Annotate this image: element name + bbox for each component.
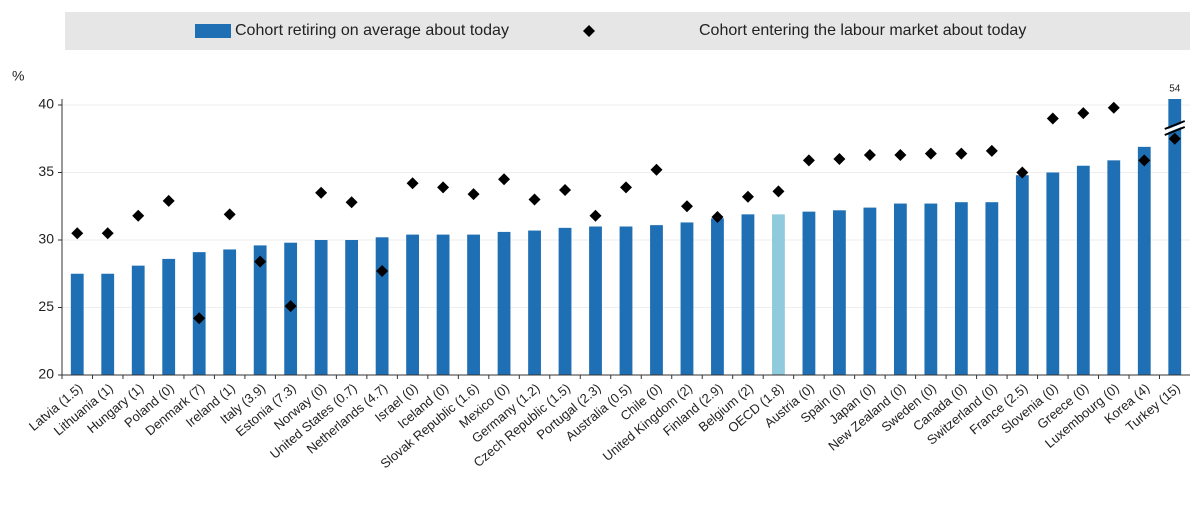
bar (680, 222, 694, 375)
diamond-marker (802, 154, 815, 167)
y-tick-label: 40 (38, 96, 54, 112)
diamond-marker (833, 153, 846, 165)
bar (223, 249, 237, 375)
diamond-marker (193, 312, 206, 325)
diamond-marker (863, 148, 876, 161)
diamond-marker (345, 196, 358, 209)
diamond-marker (437, 181, 450, 194)
y-tick-label: 30 (38, 231, 54, 247)
diamond-marker (315, 186, 328, 199)
diamond-marker (71, 227, 84, 240)
bar (619, 226, 633, 375)
diamond-marker (1077, 107, 1090, 120)
diamond-marker (741, 190, 754, 203)
bar (253, 245, 267, 375)
y-tick-label: 25 (38, 298, 54, 314)
plot-area (70, 99, 1182, 375)
legend-label: Cohort retiring on average about today (235, 22, 509, 39)
diamond-marker (528, 193, 541, 206)
diamond-marker (406, 177, 419, 190)
bar (1076, 165, 1090, 375)
diamond-marker (132, 209, 145, 222)
bar (954, 202, 968, 375)
bar (589, 226, 602, 375)
bar (1168, 99, 1182, 375)
bar (558, 227, 572, 375)
bar (314, 240, 328, 375)
diamond-marker (162, 194, 175, 207)
diamond-marker (1046, 112, 1059, 125)
diamond-marker (223, 208, 236, 221)
bar (1107, 160, 1121, 375)
bar (375, 237, 389, 375)
diamond-marker (467, 188, 480, 201)
bar (1137, 146, 1151, 375)
bar (70, 273, 84, 375)
diamond-marker (376, 265, 389, 278)
diamond-marker (680, 200, 693, 213)
diamond-marker (650, 163, 663, 176)
legend-swatch (583, 25, 595, 37)
value-label: 54 (1169, 84, 1181, 95)
diamond-marker (101, 227, 114, 240)
bar (893, 203, 907, 375)
y-axis-label: % (12, 68, 24, 84)
bar (772, 214, 785, 375)
bar (985, 202, 999, 375)
legend-background (65, 12, 1190, 50)
bar (436, 234, 450, 375)
bar (528, 230, 541, 375)
bar (833, 210, 846, 375)
y-tick-label: 20 (38, 366, 54, 382)
diamond-marker (1016, 166, 1029, 179)
y-tick-label: 35 (38, 163, 54, 179)
bar (650, 225, 663, 375)
diamond-marker (559, 184, 572, 197)
bar (1046, 172, 1060, 375)
diamond-marker (772, 185, 785, 198)
bar (711, 218, 724, 375)
bar (497, 231, 511, 375)
diamond-marker (924, 147, 937, 160)
axis-break (1164, 120, 1186, 136)
diamond-marker (894, 148, 907, 161)
bar (406, 234, 419, 375)
diamond-marker (1107, 101, 1120, 114)
diamond-marker (711, 211, 724, 224)
bar (802, 211, 816, 375)
diamond-marker (1138, 154, 1151, 167)
legend-label: Cohort entering the labour market about … (699, 22, 1026, 39)
bar (131, 265, 145, 375)
diamond-marker (620, 181, 632, 194)
diamond-marker (498, 173, 511, 186)
bar (467, 234, 480, 375)
bar (863, 207, 877, 375)
bar (101, 273, 115, 375)
bar (1015, 175, 1029, 375)
legend-swatch (195, 24, 231, 38)
bar (741, 214, 755, 375)
diamond-marker (589, 209, 602, 222)
bar (345, 240, 359, 375)
bar (924, 203, 938, 375)
diamond-marker (1168, 132, 1181, 145)
axis-break-gap (1164, 122, 1186, 134)
diamond-marker (284, 300, 297, 313)
diamond-marker (955, 147, 968, 160)
bar (162, 258, 176, 375)
diamond-marker (985, 144, 998, 157)
diamond-marker (254, 255, 267, 268)
